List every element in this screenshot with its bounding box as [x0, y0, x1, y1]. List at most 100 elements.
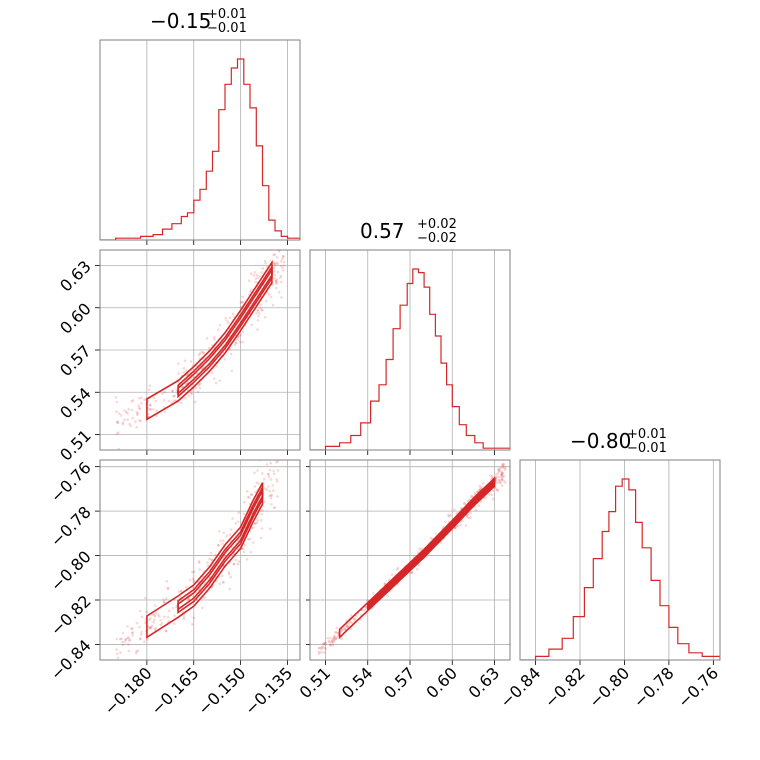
- sample-point: [172, 399, 175, 403]
- sample-point: [153, 628, 157, 631]
- sample-point: [254, 277, 258, 281]
- sample-point: [121, 641, 124, 644]
- scatter-pair-2-1: [114, 235, 286, 450]
- sample-point: [455, 525, 458, 528]
- sample-point: [266, 472, 270, 476]
- sample-point: [138, 407, 142, 411]
- sample-point: [138, 637, 142, 641]
- sample-point: [333, 634, 337, 638]
- sample-point: [159, 619, 163, 622]
- sample-point: [194, 400, 197, 404]
- sample-point: [130, 627, 134, 631]
- sample-point: [260, 271, 264, 274]
- sample-point: [130, 400, 133, 403]
- sample-point: [260, 308, 264, 311]
- sample-point: [253, 471, 256, 475]
- sample-point: [271, 484, 275, 487]
- sample-point: [353, 617, 357, 621]
- sample-point: [151, 408, 155, 411]
- sample-point: [250, 323, 253, 327]
- sample-point: [192, 579, 196, 582]
- sample-point: [495, 488, 499, 492]
- sample-point: [239, 333, 243, 337]
- sample-point: [334, 637, 338, 640]
- sample-point: [274, 282, 278, 286]
- sample-point: [152, 613, 156, 617]
- sample-point: [117, 431, 120, 434]
- sample-point: [502, 462, 506, 466]
- sample-point: [227, 572, 231, 576]
- sample-point: [166, 586, 170, 590]
- sample-point: [257, 482, 260, 485]
- sample-point: [277, 290, 281, 294]
- sample-point: [171, 606, 175, 610]
- sample-point: [198, 568, 201, 571]
- sample-point: [228, 348, 232, 351]
- title-median-diag-3: −0.80: [570, 429, 631, 453]
- sample-point: [118, 637, 122, 641]
- sample-point: [270, 503, 273, 506]
- sample-point: [498, 481, 501, 484]
- sample-point: [135, 426, 138, 429]
- sample-point: [236, 563, 240, 566]
- sample-point: [171, 389, 174, 393]
- sample-point: [256, 469, 259, 472]
- sample-point: [282, 269, 285, 272]
- sample-point: [115, 648, 118, 651]
- sample-point: [331, 644, 335, 647]
- sample-point: [256, 308, 260, 312]
- sample-point: [148, 408, 152, 411]
- sample-point: [386, 594, 389, 598]
- sample-point: [487, 493, 491, 496]
- sample-point: [118, 412, 121, 416]
- sample-point: [481, 482, 485, 485]
- sample-point: [225, 319, 229, 323]
- sample-point: [117, 447, 121, 450]
- sample-point: [243, 500, 246, 504]
- title-minus-diag-2: −0.02: [417, 231, 457, 246]
- sample-point: [276, 469, 280, 472]
- sample-point: [175, 389, 178, 392]
- sample-point: [349, 620, 352, 624]
- sample-point: [420, 547, 424, 550]
- sample-point: [138, 609, 142, 613]
- contour-2: [366, 479, 496, 610]
- sample-point: [127, 643, 130, 646]
- sample-point: [497, 470, 501, 473]
- x-tick-label: 0.51: [296, 663, 335, 702]
- x-tick-label: 0.54: [338, 663, 377, 702]
- sample-point: [454, 526, 457, 530]
- x-tick-label: 0.60: [422, 663, 461, 702]
- sample-point: [275, 281, 279, 284]
- sample-point: [183, 359, 187, 363]
- sample-point: [335, 631, 338, 635]
- sample-point: [171, 389, 174, 393]
- sample-point: [504, 481, 507, 484]
- sample-point: [276, 235, 279, 238]
- sample-point: [271, 303, 275, 307]
- sample-point: [223, 357, 227, 361]
- sample-point: [233, 343, 237, 347]
- sample-point: [264, 299, 268, 303]
- sample-point: [273, 263, 277, 267]
- sample-point: [172, 394, 175, 398]
- sample-point: [275, 478, 278, 481]
- sample-point: [232, 562, 236, 566]
- y-tick-label: 0.57: [56, 341, 95, 380]
- sample-point: [276, 270, 280, 274]
- sample-point: [273, 253, 277, 256]
- sample-point: [194, 386, 197, 390]
- sample-point: [147, 388, 151, 392]
- sample-point: [197, 353, 201, 357]
- sample-point: [227, 321, 230, 325]
- sample-point: [227, 571, 231, 574]
- sample-point: [250, 493, 254, 496]
- sample-point: [282, 264, 286, 267]
- sample-point: [247, 279, 251, 283]
- sample-point: [269, 494, 273, 498]
- sample-point: [166, 587, 170, 591]
- sample-point: [125, 410, 128, 414]
- sample-point: [235, 341, 238, 345]
- sample-point: [138, 397, 141, 400]
- sample-point: [268, 494, 271, 498]
